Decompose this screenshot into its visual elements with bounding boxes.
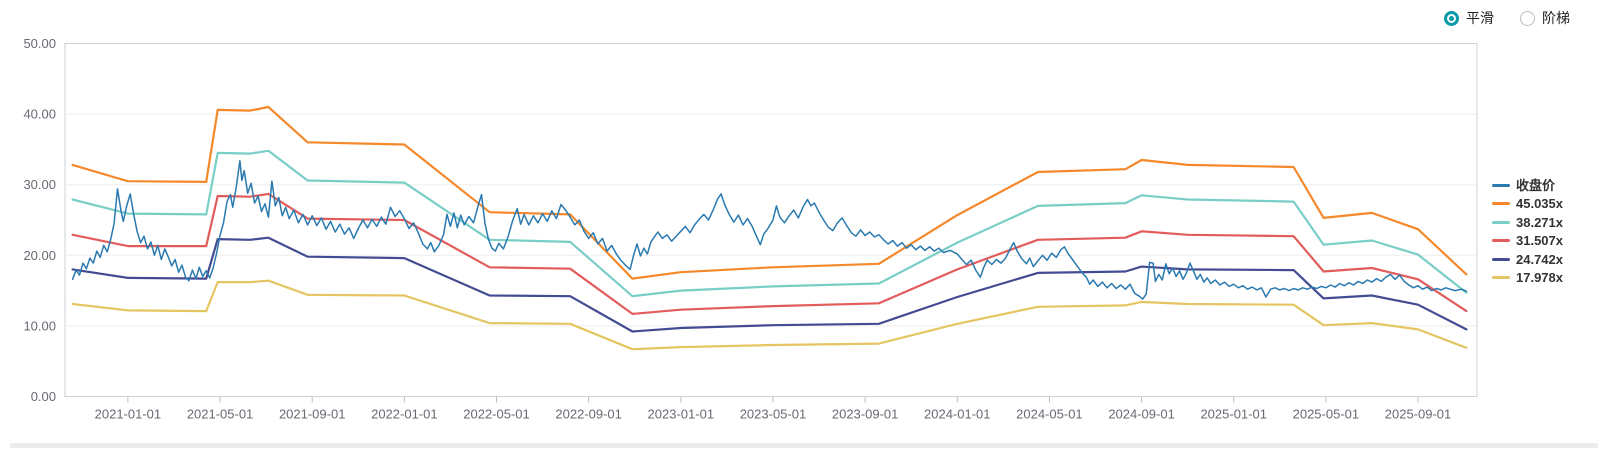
x-tick-label: 2025-09-01	[1385, 407, 1452, 422]
legend-label: 45.035x	[1516, 196, 1563, 212]
x-tick-label: 2025-05-01	[1293, 407, 1360, 422]
x-tick-label: 2022-09-01	[555, 407, 622, 422]
curve-mode-switcher: 平滑 阶梯	[1444, 8, 1570, 28]
x-tick-label: 2023-05-01	[740, 407, 807, 422]
x-tick-label: 2024-05-01	[1016, 407, 1083, 422]
radio-selected-icon[interactable]	[1444, 10, 1459, 26]
legend-item-17.978x[interactable]: 17.978x	[1492, 269, 1563, 288]
radio-option-smooth[interactable]: 平滑	[1444, 8, 1494, 28]
legend-label: 31.507x	[1516, 233, 1563, 249]
series-line-45.035x	[71, 105, 1468, 280]
y-tick-label: 0.00	[31, 389, 56, 404]
legend-label: 38.271x	[1516, 214, 1563, 230]
x-tick-label: 2023-01-01	[648, 407, 715, 422]
legend-swatch-icon	[1492, 183, 1510, 187]
x-tick-label: 2022-05-01	[463, 407, 530, 422]
y-tick-label: 30.00	[23, 177, 56, 192]
legend-item-24.742x[interactable]: 24.742x	[1492, 250, 1563, 269]
legend-label: 24.742x	[1516, 251, 1563, 267]
x-tick-label: 2024-01-01	[924, 407, 991, 422]
legend-swatch-icon	[1492, 257, 1510, 261]
radio-unselected-icon[interactable]	[1520, 10, 1535, 26]
series-line-17.978x	[71, 279, 1468, 351]
x-tick-label: 2022-01-01	[371, 407, 438, 422]
series-line-收盘价	[71, 159, 1468, 300]
radio-option-step[interactable]: 阶梯	[1520, 8, 1570, 28]
series-line-24.742x	[71, 236, 1468, 333]
legend-label: 17.978x	[1516, 270, 1563, 286]
chart-legend: 收盘价 45.035x 38.271x 31.507x 24.742x 17.978x	[1492, 176, 1563, 287]
legend-item-31.507x[interactable]: 31.507x	[1492, 232, 1563, 251]
x-tick-label: 2021-01-01	[95, 407, 162, 422]
section-divider	[10, 443, 1598, 448]
series-line-31.507x	[71, 192, 1468, 315]
legend-swatch-icon	[1492, 239, 1510, 243]
legend-item-38.271x[interactable]: 38.271x	[1492, 213, 1563, 232]
y-tick-label: 50.00	[23, 36, 56, 51]
x-tick-label: 2021-05-01	[187, 407, 254, 422]
radio-option-label: 阶梯	[1542, 10, 1570, 26]
y-tick-label: 10.00	[23, 318, 56, 333]
x-tick-label: 2021-09-01	[279, 407, 346, 422]
legend-item-收盘价[interactable]: 收盘价	[1492, 176, 1563, 195]
legend-swatch-icon	[1492, 202, 1510, 206]
legend-swatch-icon	[1492, 276, 1510, 280]
x-tick-label: 2025-01-01	[1200, 407, 1267, 422]
x-tick-label: 2023-09-01	[832, 407, 899, 422]
legend-label: 收盘价	[1516, 177, 1556, 193]
series-line-38.271x	[71, 149, 1468, 298]
legend-item-45.035x[interactable]: 45.035x	[1492, 195, 1563, 214]
radio-option-label: 平滑	[1466, 10, 1494, 26]
y-tick-label: 40.00	[23, 107, 56, 122]
legend-swatch-icon	[1492, 220, 1510, 224]
y-tick-label: 20.00	[23, 248, 56, 263]
plot-frame	[64, 43, 1478, 397]
x-tick-label: 2024-09-01	[1108, 407, 1175, 422]
